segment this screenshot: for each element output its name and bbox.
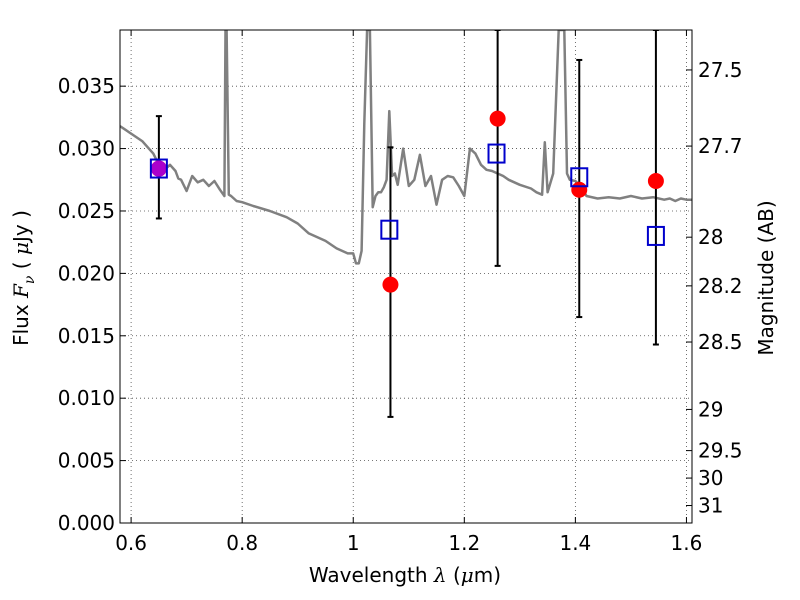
x-axis-label: Wavelength λ (μm)	[309, 563, 501, 587]
plot-frame	[119, 29, 693, 524]
x-tick-label: 1.4	[559, 531, 591, 555]
y-tick-label: 0.035	[58, 74, 115, 98]
grid	[120, 30, 692, 523]
y-axis-label: Flux Fν ( μJy )	[9, 210, 38, 346]
y-tick-label: 0.015	[58, 324, 115, 348]
y2-tick-label: 27.7	[698, 134, 743, 158]
secondary-y-axis-label: Magnitude (AB)	[754, 200, 778, 355]
model-square-point	[380, 219, 399, 240]
y2-tick-label: 30	[698, 466, 723, 490]
y-tick-label: 0.005	[58, 449, 115, 473]
observed-point	[489, 110, 506, 127]
model-square-point	[487, 143, 506, 164]
y2-tick-label: 29	[698, 397, 723, 421]
model-square-point	[149, 158, 168, 179]
y-tick-label: 0.030	[58, 137, 115, 161]
y2-tick-label: 29.5	[698, 439, 743, 463]
observed-point	[571, 181, 588, 198]
axis-ticks: 0.6 0.8 1 1.2 1.4 1.6 0.000 0.005 0.010 0.015 0.02…	[58, 30, 743, 555]
model-square-point	[570, 167, 589, 188]
x-tick-label: 1.6	[671, 531, 703, 555]
y-tick-label: 0.000	[58, 511, 115, 535]
y2-tick-label: 28.2	[698, 274, 743, 298]
y-tick-label: 0.020	[58, 261, 115, 285]
observed-point	[647, 173, 664, 190]
x-tick-label: 0.8	[226, 531, 258, 555]
y2-tick-label: 28.5	[698, 330, 743, 354]
x-tick-label: 0.6	[115, 531, 147, 555]
x-tick-label: 1	[347, 531, 360, 555]
plot-area	[120, 30, 692, 418]
y2-tick-label: 27.5	[698, 58, 743, 82]
spectrum-line	[120, 30, 692, 265]
y2-tick-label: 31	[698, 494, 723, 518]
model-square-point	[646, 225, 665, 246]
observed-point	[150, 160, 167, 177]
y2-tick-label: 28	[698, 225, 723, 249]
y-tick-label: 0.025	[58, 199, 115, 223]
y-tick-label: 0.010	[58, 386, 115, 410]
observed-point	[382, 276, 399, 293]
x-tick-label: 1.2	[448, 531, 480, 555]
